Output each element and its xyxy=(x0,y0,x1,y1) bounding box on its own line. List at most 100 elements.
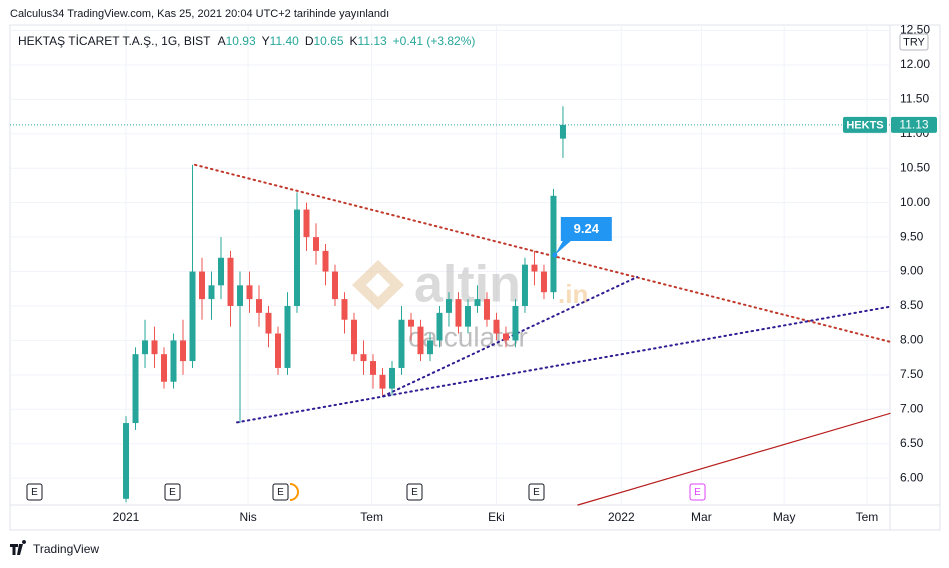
event-icon: E xyxy=(277,487,284,498)
ohlc-value: 10.93 xyxy=(226,34,256,48)
candle-body xyxy=(161,354,168,382)
trend-line xyxy=(577,412,891,506)
x-tick-label: 2021 xyxy=(113,510,140,524)
event-icon: E xyxy=(411,487,418,498)
event-marker[interactable] xyxy=(26,483,43,501)
event-icon: E xyxy=(31,487,38,498)
candle-body xyxy=(341,299,348,320)
candle-body xyxy=(407,319,414,327)
price-tag xyxy=(891,116,937,133)
candle-body xyxy=(246,285,253,300)
event-marker[interactable] xyxy=(528,483,545,501)
y-tick-label: 12.00 xyxy=(900,57,930,71)
currency-box[interactable] xyxy=(899,33,929,51)
ohlc-value: 10.65 xyxy=(313,34,343,48)
y-tick-label: 10.50 xyxy=(900,160,930,174)
callout-label: 9.24 xyxy=(574,221,600,236)
candle-body xyxy=(445,299,452,313)
candle-body xyxy=(265,312,272,334)
y-tick-label: 6.50 xyxy=(900,436,924,450)
trend-line xyxy=(236,305,891,424)
price-tag-label: 11.13 xyxy=(899,118,928,132)
candle-body xyxy=(369,361,376,375)
candle-body xyxy=(398,319,405,368)
y-tick-label: 6.00 xyxy=(900,470,924,484)
event-icon: E xyxy=(694,487,701,498)
y-tick-label: 8.50 xyxy=(900,298,924,312)
candle-body xyxy=(151,340,158,355)
candle-body xyxy=(493,319,500,334)
candle-body xyxy=(256,299,263,313)
y-tick-label: 9.00 xyxy=(900,264,924,278)
grid xyxy=(10,25,890,505)
candle-body xyxy=(312,237,319,251)
change: +0.41 (+3.82%) xyxy=(393,34,476,48)
y-tick-label: 7.50 xyxy=(900,367,924,381)
candle-body xyxy=(550,195,557,293)
ohlc-label: A xyxy=(218,34,226,48)
event-marker[interactable] xyxy=(406,483,423,501)
candle-body xyxy=(483,299,490,320)
y-tick-label: 7.00 xyxy=(900,401,924,415)
candle-body xyxy=(388,367,395,389)
candle-body xyxy=(189,271,196,362)
x-tick-label: May xyxy=(773,510,796,524)
candle-body xyxy=(559,124,566,139)
published-note: Calculus34 TradingView.com, Kas 25, 2021… xyxy=(10,8,389,20)
candle-body xyxy=(531,264,538,272)
y-tick-label: 12.50 xyxy=(900,23,930,37)
candle-body xyxy=(132,354,139,424)
candle-body xyxy=(502,333,509,341)
y-tick-label: 9.50 xyxy=(900,229,924,243)
candle-body xyxy=(540,271,547,293)
candle-body xyxy=(170,340,177,382)
ohlc-value: 11.13 xyxy=(358,34,387,48)
candle-body xyxy=(350,319,357,355)
ohlc-label: D xyxy=(305,34,314,48)
footer-brand: TradingView xyxy=(33,542,99,556)
event-markers: E E E E E E xyxy=(26,483,706,501)
ohlc-label: Y xyxy=(262,34,270,48)
candle-body xyxy=(218,257,225,286)
candle-body xyxy=(360,354,367,362)
watermark-domain: .in xyxy=(558,279,588,309)
y-tick-label: 11.50 xyxy=(900,92,929,106)
event-marker[interactable] xyxy=(689,483,706,501)
candle-body xyxy=(294,209,301,306)
frame xyxy=(9,24,941,531)
footer-logo xyxy=(10,540,27,555)
candle-body xyxy=(464,305,471,327)
event-marker[interactable] xyxy=(272,483,289,501)
x-tick-label: Mar xyxy=(691,510,712,524)
plot-area xyxy=(9,24,941,531)
candle-body xyxy=(417,326,424,355)
candle-body xyxy=(227,257,234,306)
candle-body xyxy=(426,340,433,355)
candle-body xyxy=(237,285,244,306)
trend-line xyxy=(193,163,891,343)
ohlc-value: 11.40 xyxy=(270,34,299,48)
symbol: HEKTAŞ TİCARET T.A.Ş., 1G, BIST xyxy=(18,34,211,48)
candle-body xyxy=(331,271,338,300)
event-icon: E xyxy=(533,487,540,498)
dividend-marker[interactable] xyxy=(289,483,299,501)
candle-body xyxy=(180,340,187,362)
x-tick-label: Nis xyxy=(239,510,256,524)
candle-body xyxy=(199,271,206,300)
candle-body xyxy=(512,305,519,341)
candle-body xyxy=(142,340,149,355)
x-tick-label: Eki xyxy=(488,510,505,524)
candle-body xyxy=(123,423,130,499)
event-icon: E xyxy=(169,487,176,498)
candle-body xyxy=(322,250,329,272)
x-tick-label: Tem xyxy=(360,510,383,524)
candles xyxy=(10,106,891,506)
candle-body xyxy=(284,305,291,368)
ohlc-label: K xyxy=(350,34,358,48)
currency: TRY xyxy=(903,36,925,48)
y-tick-label: 8.00 xyxy=(900,333,924,347)
watermark-logo-inner xyxy=(366,273,390,297)
event-marker[interactable] xyxy=(164,483,181,501)
